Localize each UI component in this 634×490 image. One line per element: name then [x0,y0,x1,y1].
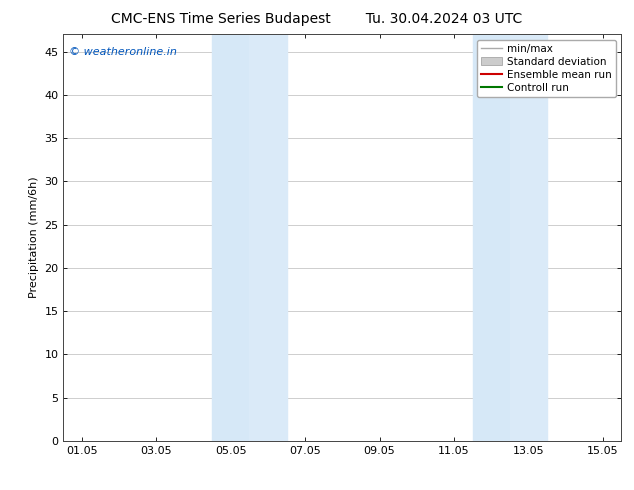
Bar [212,34,249,441]
Legend: min/max, Standard deviation, Ensemble mean run, Controll run: min/max, Standard deviation, Ensemble me… [477,40,616,97]
Bar [510,34,547,441]
Bar [249,34,287,441]
Text: © weatheronline.in: © weatheronline.in [69,47,177,56]
Text: CMC-ENS Time Series Budapest        Tu. 30.04.2024 03 UTC: CMC-ENS Time Series Budapest Tu. 30.04.2… [112,12,522,26]
Y-axis label: Precipitation (mm/6h): Precipitation (mm/6h) [29,177,39,298]
Bar [472,34,510,441]
